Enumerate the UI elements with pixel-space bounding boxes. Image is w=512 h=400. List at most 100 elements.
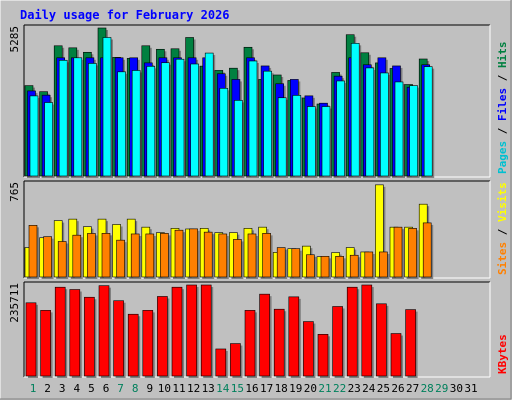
- chart-panels: 5285 Pages / Files / Hits 765 Sites / Visit…: [8, 24, 509, 378]
- sites-bar: [291, 248, 302, 279]
- pages-bar: [190, 63, 201, 178]
- x-tick-label: 23: [348, 382, 361, 395]
- series-label-part: /: [496, 222, 509, 242]
- kbytes-bar: [405, 309, 418, 378]
- kbytes-bar: [113, 300, 126, 378]
- x-tick-label: 22: [333, 382, 346, 395]
- kbytes-bar: [317, 334, 330, 378]
- kbytes-bar: [171, 286, 184, 378]
- sites-bar: [28, 225, 39, 279]
- pages-bar: [350, 43, 362, 179]
- pages-bar: [365, 67, 376, 178]
- pages-bar: [263, 70, 274, 178]
- panel-3: 235711 KBytes: [8, 281, 509, 378]
- y-max-label: 765: [8, 182, 21, 202]
- sites-bar: [408, 228, 419, 279]
- sites-bar: [276, 247, 288, 279]
- kbytes-bar: [259, 293, 272, 378]
- sites-bar: [422, 222, 434, 279]
- pages-bar: [175, 58, 186, 178]
- kbytes-bar: [98, 285, 111, 378]
- x-tick-label: 19: [289, 382, 302, 395]
- pages-bar: [248, 60, 259, 178]
- kbytes-bar: [244, 310, 257, 378]
- sites-bar: [349, 254, 361, 279]
- x-tick-label: 7: [117, 382, 124, 395]
- pages-bar: [292, 95, 303, 178]
- series-label-part: /: [496, 121, 509, 141]
- kbytes-bar: [54, 286, 68, 378]
- x-tick-label: 10: [158, 382, 171, 395]
- sites-bar: [379, 251, 390, 279]
- x-tick-label: 29: [435, 382, 448, 395]
- kbytes-bar: [346, 286, 360, 378]
- pages-bar: [219, 88, 230, 178]
- x-tick-label: 25: [377, 382, 390, 395]
- sites-bar: [203, 231, 215, 279]
- series-label-part: Hits: [496, 42, 509, 69]
- series-label-part: Visits: [496, 182, 509, 222]
- kbytes-bar: [200, 284, 214, 378]
- x-tick-label: 14: [216, 382, 230, 395]
- sites-bar: [320, 256, 331, 279]
- pages-bar: [58, 60, 70, 178]
- sites-bar: [57, 241, 69, 279]
- panel-1: 5285 Pages / Files / Hits: [8, 24, 509, 179]
- sites-bar: [130, 233, 142, 279]
- pages-bar: [277, 97, 289, 178]
- kbytes-bar: [69, 289, 82, 378]
- sites-bar: [335, 256, 346, 279]
- pages-bar: [117, 71, 128, 178]
- x-tick-label: 30: [450, 382, 463, 395]
- x-tick-label: 26: [391, 382, 404, 395]
- series-label: Pages / Files / Hits: [496, 42, 509, 175]
- x-tick-label: 24: [362, 382, 376, 395]
- x-tick-label: 11: [172, 382, 185, 395]
- pages-bar: [44, 102, 55, 178]
- pages-bar: [29, 95, 40, 178]
- x-tick-label: 3: [59, 382, 66, 395]
- sites-bar: [174, 229, 185, 279]
- y-max-label: 235711: [8, 283, 21, 323]
- panel-bars: [25, 284, 418, 378]
- series-label: KBytes: [496, 334, 509, 374]
- x-tick-label: 16: [245, 382, 258, 395]
- sites-bar: [247, 233, 258, 279]
- kbytes-bar: [230, 343, 243, 378]
- kbytes-bar: [273, 308, 287, 378]
- x-tick-label: 5: [88, 382, 95, 395]
- kbytes-bar: [332, 306, 345, 378]
- pages-bar: [131, 70, 143, 178]
- pages-bar: [161, 62, 172, 178]
- pages-bar: [88, 63, 99, 178]
- pages-bar: [146, 66, 157, 178]
- pages-bar: [336, 80, 347, 178]
- panel-bars: [24, 184, 434, 279]
- y-max-label: 5285: [8, 26, 21, 53]
- series-label-part: Pages: [496, 141, 509, 174]
- kbytes-bar: [361, 284, 374, 378]
- sites-bar: [145, 233, 156, 279]
- kbytes-bar: [303, 321, 316, 378]
- kbytes-bar: [186, 284, 199, 378]
- x-tick-label: 2: [44, 382, 51, 395]
- sites-bar: [218, 233, 229, 279]
- pages-bar: [423, 66, 435, 178]
- kbytes-bar: [40, 310, 53, 378]
- pages-bar: [321, 106, 332, 178]
- sites-bar: [262, 233, 273, 279]
- panel-2: 765 Sites / Visits: [8, 180, 509, 279]
- sites-bar: [393, 226, 404, 279]
- sites-bar: [116, 239, 127, 279]
- kbytes-bar: [127, 313, 141, 378]
- sites-bar: [87, 233, 98, 279]
- series-label-part: KBytes: [496, 334, 509, 374]
- pages-bar: [394, 81, 405, 178]
- x-tick-label: 9: [146, 382, 153, 395]
- x-tick-label: 31: [464, 382, 477, 395]
- sites-bar: [364, 251, 375, 279]
- kbytes-bar: [390, 333, 403, 378]
- series-label: Sites / Visits: [496, 182, 509, 275]
- x-tick-label: 8: [132, 382, 139, 395]
